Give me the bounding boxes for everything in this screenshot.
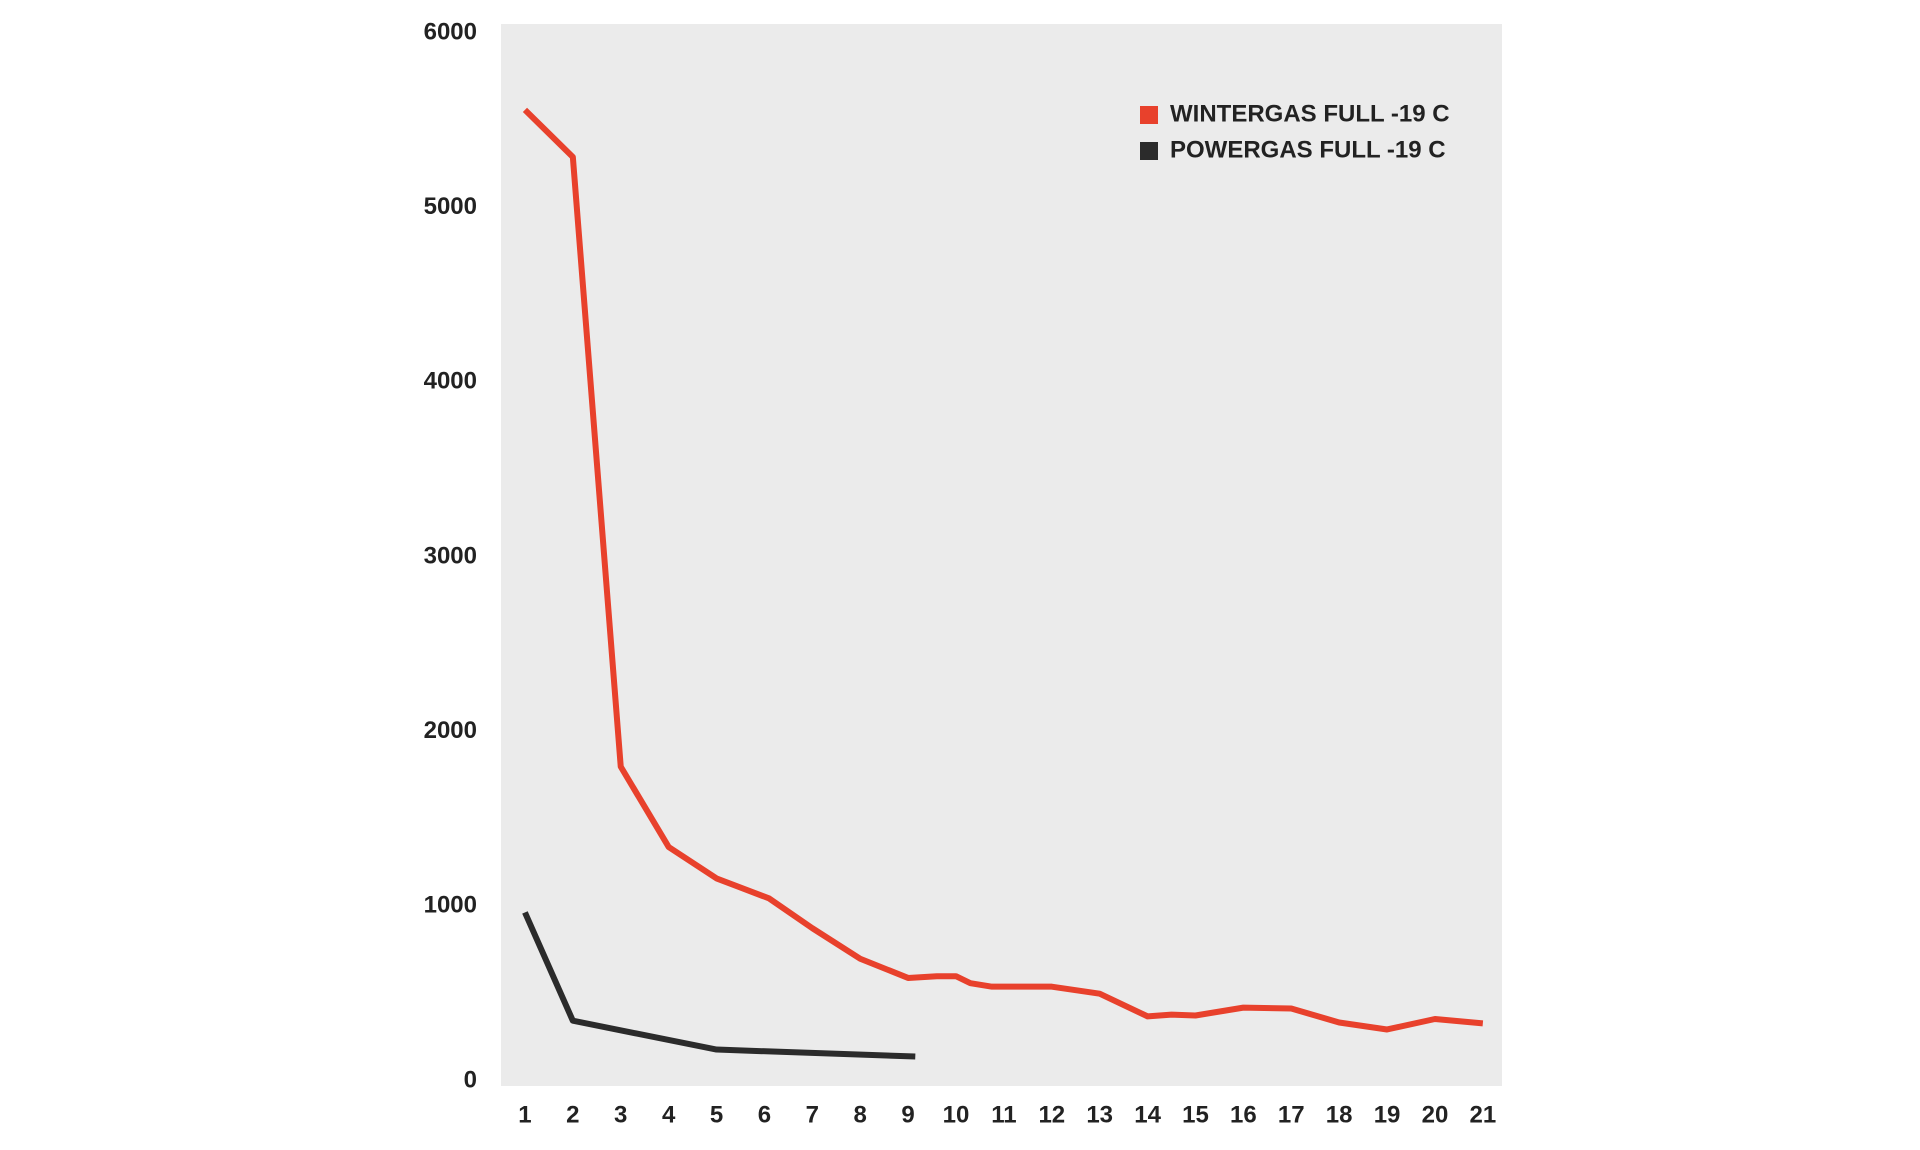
x-tick-label: 13 xyxy=(1086,1101,1113,1128)
x-tick-label: 10 xyxy=(943,1101,970,1128)
y-tick-label: 2000 xyxy=(424,717,477,744)
x-tick-label: 8 xyxy=(854,1101,867,1128)
x-tick-label: 15 xyxy=(1182,1101,1209,1128)
x-tick-label: 7 xyxy=(806,1101,819,1128)
y-tick-label: 4000 xyxy=(424,368,477,395)
x-tick-label: 2 xyxy=(566,1101,579,1128)
x-tick-label: 3 xyxy=(614,1101,627,1128)
x-tick-label: 18 xyxy=(1326,1101,1353,1128)
y-tick-label: 3000 xyxy=(424,542,477,569)
plot-background xyxy=(501,24,1502,1086)
y-tick-label: 6000 xyxy=(424,18,477,45)
x-tick-label: 9 xyxy=(901,1101,914,1128)
legend-swatch xyxy=(1140,142,1158,160)
x-tick-label: 20 xyxy=(1422,1101,1449,1128)
x-tick-label: 5 xyxy=(710,1101,723,1128)
legend-swatch xyxy=(1140,106,1158,124)
x-tick-label: 6 xyxy=(758,1101,771,1128)
x-tick-label: 1 xyxy=(518,1101,531,1128)
x-tick-label: 21 xyxy=(1469,1101,1496,1128)
data-line xyxy=(522,911,916,1060)
x-tick-label: 16 xyxy=(1230,1101,1257,1128)
x-tick-label: 12 xyxy=(1038,1101,1065,1128)
x-tick-label: 14 xyxy=(1134,1101,1161,1128)
x-tick-label: 4 xyxy=(662,1101,676,1128)
x-tick-label: 11 xyxy=(991,1101,1016,1128)
legend-label: WINTERGAS FULL -19 C xyxy=(1170,100,1450,127)
data-line xyxy=(522,107,1484,1033)
y-tick-label: 0 xyxy=(464,1066,477,1093)
y-tick-label: 5000 xyxy=(424,193,477,220)
legend-label: POWERGAS FULL -19 C xyxy=(1170,136,1446,163)
x-tick-label: 17 xyxy=(1278,1101,1305,1128)
y-tick-label: 1000 xyxy=(424,892,477,919)
x-tick-label: 19 xyxy=(1374,1101,1401,1128)
